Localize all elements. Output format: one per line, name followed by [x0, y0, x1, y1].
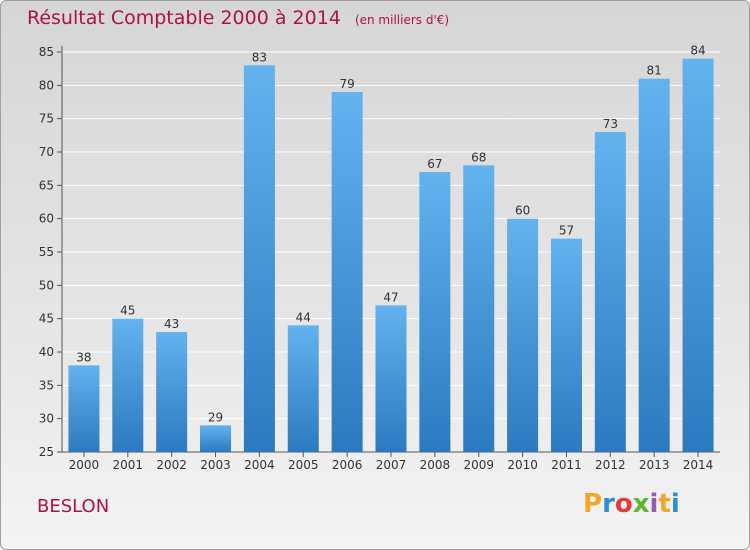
value-label: 84: [690, 44, 705, 58]
x-tick-label: 2010: [507, 458, 538, 472]
y-tick-label: 35: [39, 378, 54, 392]
chart-title-text: Résultat Comptable 2000 à 2014: [27, 7, 341, 29]
bar-2014: [682, 58, 714, 453]
value-label: 38: [76, 350, 91, 364]
x-tick-label: 2000: [69, 458, 100, 472]
x-tick-label: 2009: [463, 458, 494, 472]
bar-2013: [638, 78, 670, 453]
value-label: 60: [515, 204, 530, 218]
bar-2004: [243, 65, 275, 452]
logo-letter: P: [583, 489, 603, 519]
logo-letter: i: [649, 489, 659, 519]
y-tick-label: 40: [39, 345, 54, 359]
bar-2006: [331, 92, 363, 452]
x-tick-label: 2002: [156, 458, 187, 472]
y-tick-label: 80: [39, 78, 54, 92]
value-label: 81: [647, 64, 662, 78]
y-tick-label: 30: [39, 412, 54, 426]
logo-letter: o: [614, 489, 633, 519]
value-label: 68: [471, 150, 486, 164]
y-tick-label: 45: [39, 312, 54, 326]
value-label: 79: [339, 77, 354, 91]
y-tick-label: 25: [39, 445, 54, 459]
x-tick-label: 2005: [288, 458, 319, 472]
value-label: 44: [296, 310, 311, 324]
logo-letter: i: [670, 489, 680, 519]
bar-2001: [112, 318, 144, 452]
value-label: 83: [252, 50, 267, 64]
bar-2002: [156, 332, 188, 452]
chart-title: Résultat Comptable 2000 à 2014 (en milli…: [27, 7, 449, 29]
x-tick-label: 2007: [376, 458, 407, 472]
town-name: BESLON: [37, 496, 110, 517]
y-tick-label: 55: [39, 245, 54, 259]
logo-letter: t: [658, 489, 671, 519]
value-label: 47: [383, 290, 398, 304]
x-tick-label: 2013: [639, 458, 670, 472]
x-tick-label: 2014: [683, 458, 714, 472]
logo-letter: r: [602, 489, 615, 519]
x-tick-label: 2004: [244, 458, 275, 472]
y-tick-label: 60: [39, 212, 54, 226]
value-label: 67: [427, 157, 442, 171]
y-tick-label: 85: [39, 45, 54, 59]
bar-2010: [507, 218, 539, 452]
x-tick-label: 2006: [332, 458, 363, 472]
bar-2011: [550, 238, 582, 452]
x-tick-label: 2003: [200, 458, 231, 472]
bar-2009: [463, 165, 495, 453]
x-tick-label: 2012: [595, 458, 626, 472]
value-label: 43: [164, 317, 179, 331]
value-label: 29: [208, 410, 223, 424]
bar-2000: [68, 365, 100, 452]
bar-2003: [200, 425, 232, 452]
y-tick-label: 70: [39, 145, 54, 159]
y-tick-label: 50: [39, 278, 54, 292]
x-tick-label: 2008: [420, 458, 451, 472]
value-label: 45: [120, 304, 135, 318]
x-tick-label: 2011: [551, 458, 582, 472]
logo-letter: x: [632, 489, 650, 519]
value-label: 57: [559, 224, 574, 238]
bar-2008: [419, 172, 451, 452]
bar-2005: [287, 325, 319, 452]
bar-2012: [594, 132, 626, 452]
bar-2007: [375, 305, 407, 452]
y-tick-label: 65: [39, 178, 54, 192]
value-label: 73: [603, 117, 618, 131]
proxiti-logo[interactable]: Proxiti: [583, 489, 680, 519]
unit-note: (en milliers d'€): [354, 13, 450, 27]
y-tick-label: 75: [39, 112, 54, 126]
x-tick-label: 2001: [113, 458, 144, 472]
